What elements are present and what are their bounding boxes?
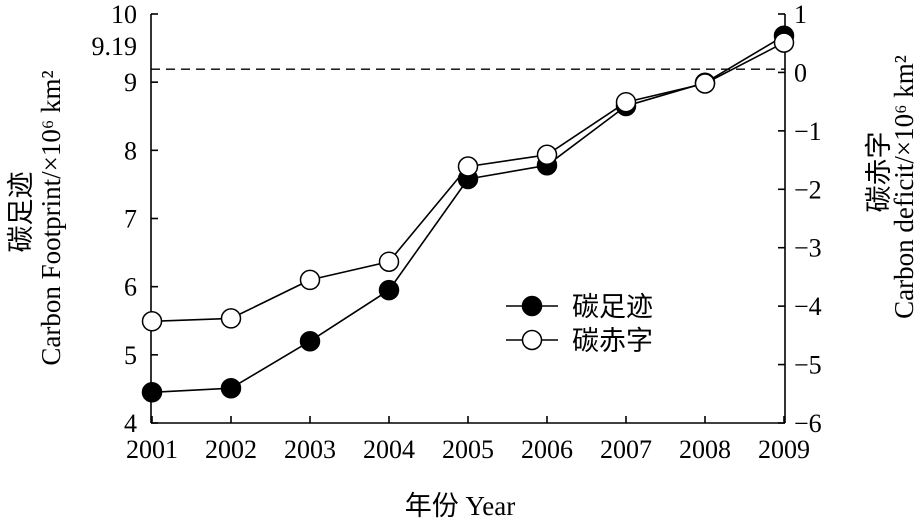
y-tick-label-right: 1: [794, 0, 807, 29]
marker-carbon-deficit: [773, 32, 795, 53]
axes: 4 5 6 7 8 9 10 −6 −5 −4 −3 −2 −1 0 1 2001 2002 2003 2004 20…: [111, 0, 822, 464]
series-line-carbon-footprint: [151, 35, 785, 394]
legend-item-carbon-deficit: 碳赤字: [506, 326, 653, 356]
reference-line-group: 9.19: [92, 32, 785, 70]
legend-marker: [521, 329, 543, 351]
legend-item-carbon-footprint: 碳足迹: [506, 292, 653, 322]
x-tick-label: 2003: [284, 435, 336, 464]
marker-carbon-footprint: [141, 382, 163, 403]
y-axis-title-right-en: Carbon deficit/×10⁶ km²: [889, 55, 919, 319]
y-tick-label-left: 4: [124, 409, 137, 438]
marker-carbon-deficit: [299, 269, 321, 291]
y-axis-title-left-cn: 碳足迹: [6, 172, 36, 253]
legend-marker: [521, 295, 543, 317]
x-tick-label: 2007: [600, 435, 652, 464]
y-tick-label-left: 5: [124, 341, 137, 370]
y-axis-title-left-en: Carbon Footprint/×10⁶ km²: [36, 70, 66, 365]
marker-carbon-footprint: [299, 330, 321, 352]
x-tick-label: 2005: [442, 435, 494, 464]
x-tick-label: 2008: [679, 435, 731, 464]
x-tick-label: 2001: [126, 435, 178, 464]
y-axis-title-right-cn: 碳赤字: [864, 132, 894, 213]
reference-line-label: 9.19: [92, 32, 138, 61]
legend-label: 碳足迹: [572, 292, 653, 322]
marker-carbon-footprint: [378, 279, 400, 301]
y-tick-label-right: −5: [794, 351, 822, 380]
y-tick-label-right: −3: [794, 234, 822, 263]
y-tick-label-right: −1: [794, 117, 822, 146]
x-tick-label: 2002: [205, 435, 257, 464]
y-tick-label-right: −2: [794, 175, 822, 204]
x-tick-label: 2004: [363, 435, 415, 464]
y-tick-label-left: 9: [124, 68, 137, 97]
marker-carbon-deficit: [378, 251, 400, 272]
y-tick-label-left: 6: [124, 273, 137, 302]
marker-carbon-deficit: [141, 311, 163, 332]
y-tick-label-left: 8: [124, 136, 137, 165]
marker-carbon-footprint: [220, 377, 242, 399]
x-tick-label: 2006: [521, 435, 573, 464]
legend-label: 碳赤字: [572, 326, 653, 356]
y-tick-label-left: 7: [124, 205, 137, 234]
axis-titles: 碳足迹 Carbon Footprint/×10⁶ km² 碳赤字 Carbon…: [6, 55, 919, 521]
marker-carbon-deficit: [220, 308, 242, 329]
series-group: [141, 25, 795, 403]
y-tick-label-right: −6: [794, 409, 822, 438]
marker-carbon-deficit: [615, 91, 637, 113]
y-tick-label-right: −4: [794, 292, 822, 321]
x-tick-label: 2009: [758, 435, 810, 464]
marker-carbon-deficit: [694, 73, 716, 94]
y-tick-label-left: 10: [111, 0, 137, 29]
marker-carbon-deficit: [536, 144, 558, 166]
x-axis-title: 年份 Year: [405, 491, 516, 521]
y-tick-label-right: 0: [794, 58, 807, 87]
marker-carbon-deficit: [457, 156, 479, 177]
